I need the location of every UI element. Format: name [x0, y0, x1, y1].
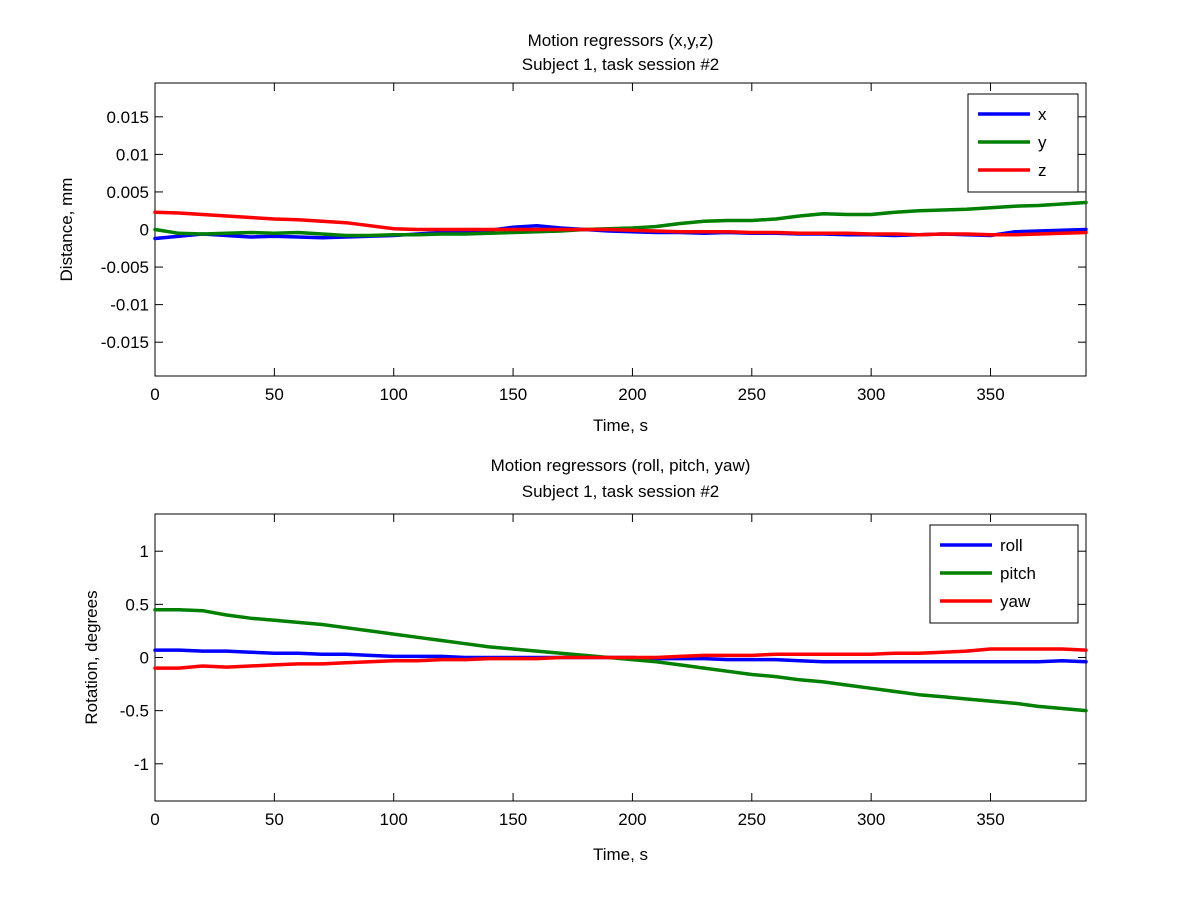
legend-label-y: y [1038, 133, 1047, 152]
x-tick-label: 250 [738, 385, 766, 404]
y-axis-label: Distance, mm [57, 178, 76, 282]
x-tick-label: 250 [738, 810, 766, 829]
chart-subtitle: Subject 1, task session #2 [522, 482, 720, 501]
y-tick-label: 0.01 [116, 145, 149, 164]
y-tick-label: 0.005 [106, 183, 149, 202]
series-line-z [153, 210, 1088, 237]
x-tick-label: 350 [976, 810, 1004, 829]
legend-label-x: x [1038, 105, 1047, 124]
x-tick-label: 0 [150, 385, 159, 404]
x-tick-label: 150 [499, 385, 527, 404]
y-tick-label: 0.5 [125, 595, 149, 614]
legend: roll pitch yaw [929, 524, 1079, 624]
series-line-yaw [153, 647, 1088, 670]
subplot-1: Motion regressors (x,y,z) Subject 1, task… [57, 31, 1088, 435]
x-tick-label: 350 [976, 385, 1004, 404]
chart-subtitle: Subject 1, task session #2 [522, 55, 720, 74]
x-tick-label: 0 [150, 810, 159, 829]
x-tick-label: 100 [380, 810, 408, 829]
x-tick-label: 50 [265, 810, 284, 829]
x-tick-label: 200 [618, 385, 646, 404]
y-tick-label: 0 [140, 221, 149, 240]
y-tick-label: -1 [134, 755, 149, 774]
x-axis-label: Time, s [593, 845, 648, 864]
x-tick-label: 300 [857, 385, 885, 404]
x-tick-label: 300 [857, 810, 885, 829]
y-axis-label: Rotation, degrees [82, 590, 101, 724]
legend-label-pitch: pitch [1000, 564, 1036, 583]
chart-title: Motion regressors (roll, pitch, yaw) [491, 456, 751, 475]
x-tick-label: 150 [499, 810, 527, 829]
legend-label-z: z [1038, 161, 1047, 180]
y-tick-label: -0.015 [101, 333, 149, 352]
y-tick-label: 1 [140, 542, 149, 561]
y-tick-label: 0.015 [106, 108, 149, 127]
legend: xyz [967, 93, 1079, 193]
y-tick-label: -0.01 [110, 296, 149, 315]
y-tick-label: 0 [140, 649, 149, 668]
subplot-2: Motion regressors (roll, pitch, yaw) Subj… [82, 456, 1088, 864]
legend-label-roll: roll [1000, 536, 1023, 555]
x-tick-label: 50 [265, 385, 284, 404]
x-axis-label: Time, s [593, 416, 648, 435]
y-tick-label: -0.005 [101, 258, 149, 277]
legend-label-yaw: yaw [1000, 592, 1031, 611]
x-tick-label: 200 [618, 810, 646, 829]
y-tick-label: -0.5 [120, 702, 149, 721]
x-tick-label: 100 [380, 385, 408, 404]
chart-title: Motion regressors (x,y,z) [528, 31, 714, 50]
